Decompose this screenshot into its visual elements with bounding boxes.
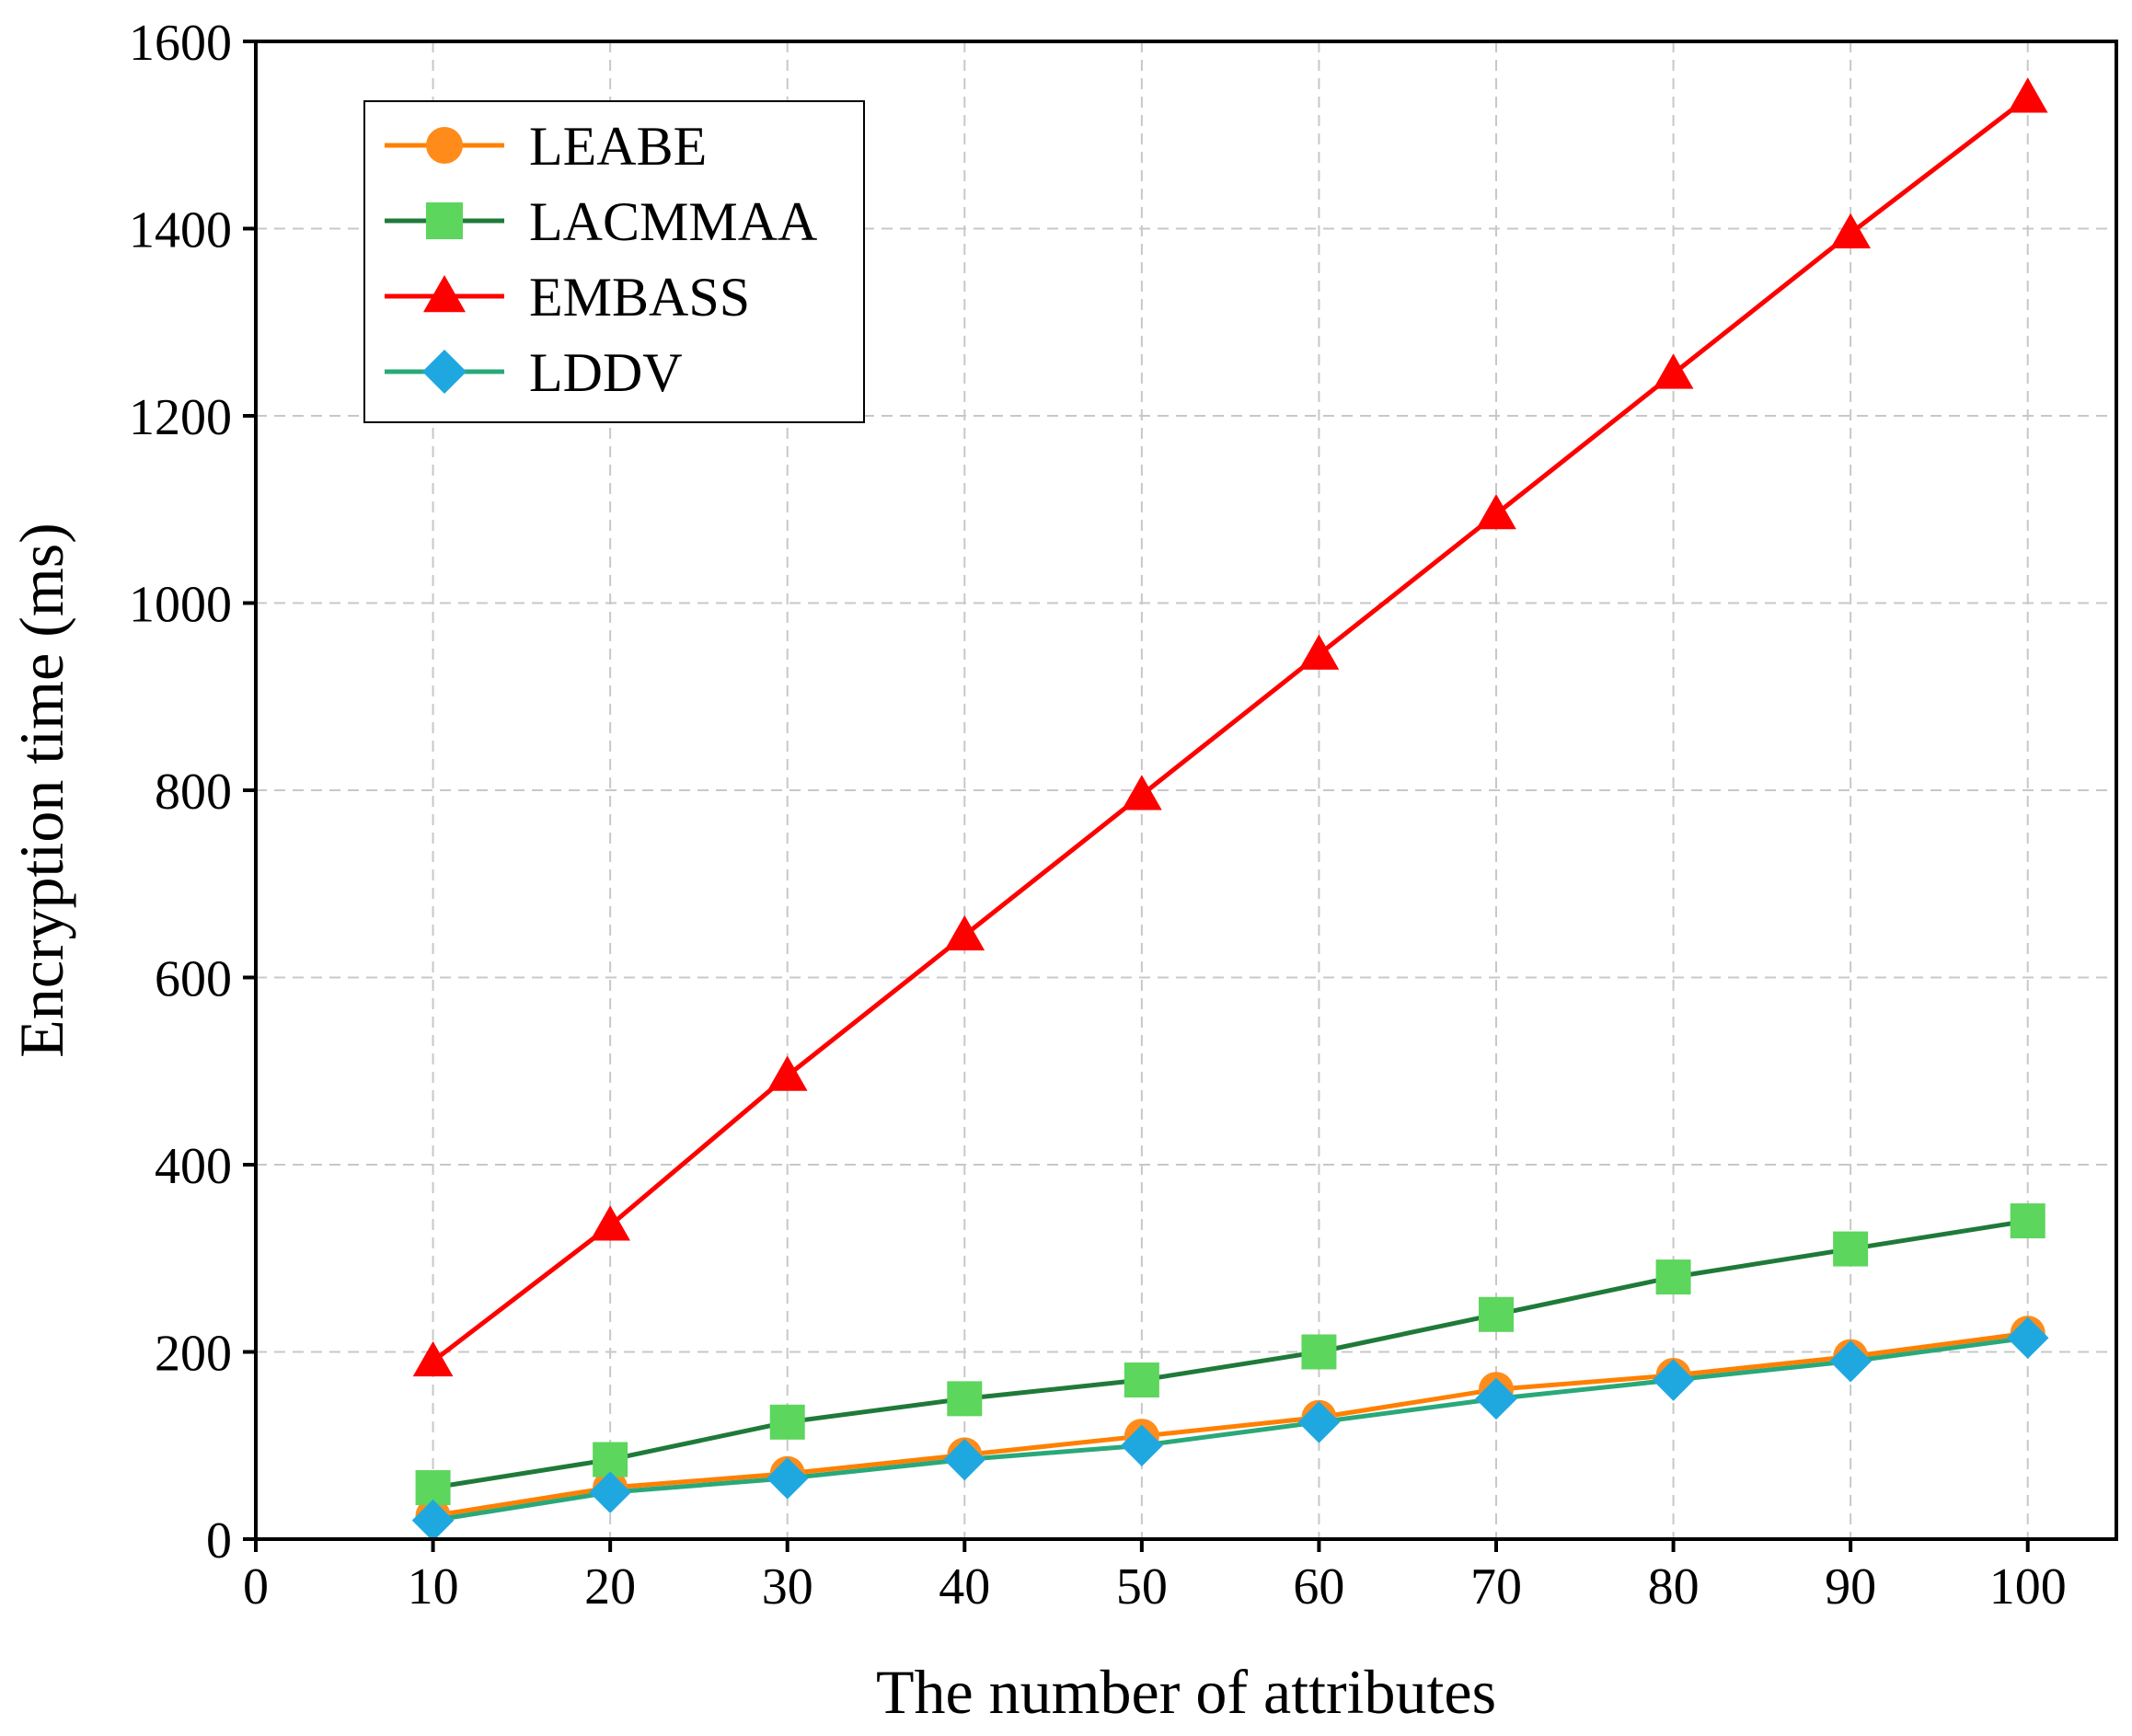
data-point-lacmmaa (769, 1404, 805, 1440)
data-point-lacmmaa (947, 1381, 983, 1417)
legend-marker (426, 127, 463, 164)
x-tick-label: 60 (1293, 1558, 1344, 1615)
data-point-lddv (589, 1471, 631, 1513)
legend: LEABE LACMMAA EMBASS LDDV (363, 100, 865, 423)
legend-marker (426, 202, 463, 239)
legend-item-lacmmaa: LACMMAA (385, 191, 817, 252)
x-tick-label: 0 (243, 1558, 269, 1615)
x-tick-label: 10 (408, 1558, 459, 1615)
x-axis-title: The number of attributes (876, 1657, 1496, 1727)
y-tick-label: 200 (155, 1326, 232, 1383)
data-point-lddv (943, 1438, 986, 1481)
legend-label: LDDV (529, 342, 683, 403)
data-point-lddv (1297, 1401, 1341, 1443)
data-point-lddv (1829, 1339, 1872, 1383)
data-point-lddv (1475, 1377, 1517, 1420)
y-tick-label: 0 (206, 1512, 232, 1569)
data-point-lddv (2006, 1316, 2049, 1360)
series-line-embass (432, 96, 2030, 1363)
data-point-embass (1122, 775, 1162, 811)
data-point-embass (1830, 213, 1871, 248)
data-point-lacmmaa (1124, 1362, 1159, 1398)
data-point-embass (766, 1055, 808, 1091)
axis-ticks: 0 10 20 30 40 50 60 70 80 90 100020040060080010001… (129, 15, 2067, 1615)
data-point-lacmmaa (2010, 1203, 2046, 1239)
data-point-embass (2007, 77, 2048, 113)
x-tick-label: 20 (584, 1558, 636, 1615)
legend-item-leabe: LEABE (385, 116, 707, 177)
data-point-embass (412, 1340, 454, 1377)
y-tick-label: 1200 (129, 389, 232, 446)
data-point-embass (1653, 353, 1694, 389)
data-point-embass (1476, 493, 1516, 530)
data-point-lacmmaa (1833, 1231, 1869, 1267)
legend-label: LACMMAA (529, 191, 817, 252)
series-lddv (411, 1316, 2049, 1542)
legend-marker (423, 275, 466, 313)
series-embass (412, 77, 2048, 1377)
data-point-embass (590, 1205, 630, 1241)
data-point-lddv (766, 1457, 809, 1500)
series-leabe (415, 1316, 2046, 1534)
legend-item-lddv: LDDV (385, 342, 683, 403)
data-point-lacmmaa (1655, 1259, 1691, 1295)
x-tick-label: 50 (1116, 1558, 1168, 1615)
y-tick-label: 1600 (129, 15, 232, 72)
legend-label: LEABE (529, 116, 707, 177)
x-tick-label: 40 (939, 1558, 990, 1615)
x-tick-label: 70 (1470, 1558, 1522, 1615)
y-tick-label: 800 (155, 764, 232, 821)
x-tick-label: 100 (1989, 1558, 2067, 1615)
data-point-lacmmaa (593, 1442, 628, 1477)
y-tick-label: 600 (155, 951, 232, 1008)
data-point-lddv (1652, 1359, 1695, 1401)
legend-item-embass: EMBASS (385, 267, 750, 328)
series-line-lacmmaa (432, 1218, 2029, 1490)
legend-label: EMBASS (529, 267, 750, 328)
x-tick-label: 90 (1825, 1558, 1876, 1615)
x-tick-label: 80 (1648, 1558, 1700, 1615)
series-lacmmaa (415, 1203, 2046, 1506)
y-tick-label: 1000 (129, 577, 232, 634)
data-point-lacmmaa (415, 1470, 451, 1506)
y-tick-label: 400 (155, 1138, 232, 1195)
y-tick-label: 1400 (129, 202, 232, 259)
data-point-lddv (411, 1499, 455, 1542)
data-point-lddv (1121, 1424, 1163, 1467)
series-line-leabe (432, 1330, 2029, 1519)
data-point-lacmmaa (1479, 1296, 1514, 1332)
series-line-lddv (432, 1335, 2029, 1523)
data-point-embass (944, 914, 985, 951)
x-tick-label: 30 (762, 1558, 813, 1615)
legend-marker (422, 350, 467, 394)
y-axis-title: Encryption time (ms) (6, 523, 76, 1058)
series-layer (411, 77, 2049, 1542)
data-point-embass (1298, 634, 1340, 670)
data-point-lacmmaa (1301, 1334, 1337, 1370)
